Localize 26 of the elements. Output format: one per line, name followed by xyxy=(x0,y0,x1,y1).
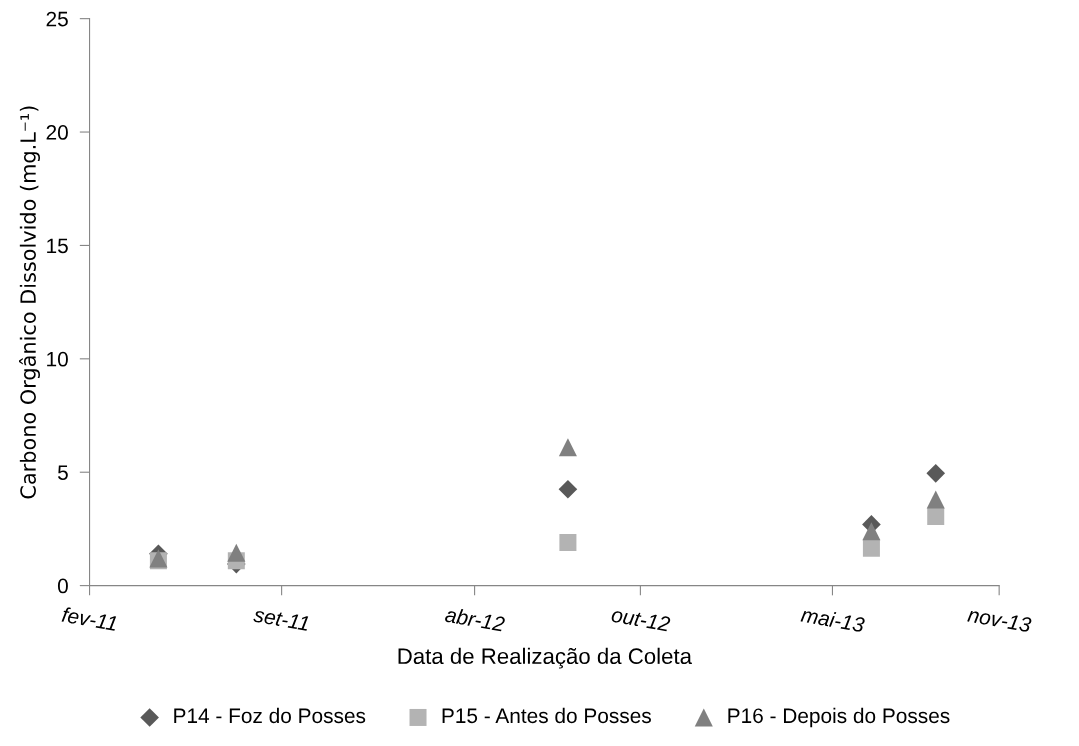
y-axis-title: Carbono Orgânico Dissolvido (mg.L⁻¹) xyxy=(19,106,40,499)
x-tick-label: mai-13 xyxy=(800,606,866,633)
point xyxy=(926,464,946,483)
legend-label: P15 - Antes do Posses xyxy=(442,707,651,724)
y-tick-label: 0 xyxy=(57,578,68,594)
point xyxy=(227,543,246,562)
y-tick-label: 10 xyxy=(47,351,68,367)
point xyxy=(558,479,578,499)
x-tick-label: set-11 xyxy=(252,607,310,631)
point xyxy=(927,507,945,525)
y-tick-label: 25 xyxy=(46,11,68,27)
point xyxy=(862,522,881,541)
x-tick-label: abr-12 xyxy=(444,606,506,632)
x-tick-label: out-12 xyxy=(611,607,671,632)
x-tick-label: fev-11 xyxy=(61,606,118,631)
y-tick-label: 15 xyxy=(47,238,68,254)
y-tick-label: 20 xyxy=(46,125,68,140)
point xyxy=(862,539,880,557)
x-tick-label: nov-13 xyxy=(967,607,1032,633)
x-axis-title: Data de Realização da Coleta xyxy=(398,647,692,669)
point xyxy=(558,438,577,457)
y-tick-label: 5 xyxy=(57,465,68,480)
legend-label: P14 - Foz do Posses xyxy=(174,707,366,724)
point xyxy=(926,490,945,509)
point xyxy=(559,534,577,552)
legend-label: P16 - Depois do Posses xyxy=(728,707,950,728)
